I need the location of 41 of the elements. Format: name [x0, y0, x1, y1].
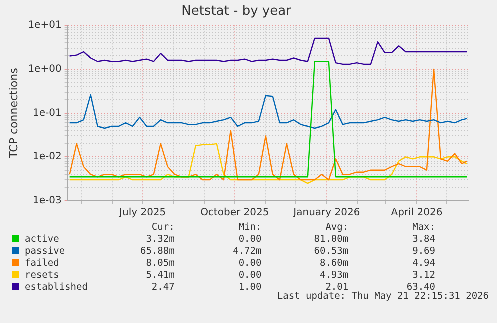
text: Last update: Thu May 21 22:15:31 2026	[277, 291, 489, 302]
legend-label: passive	[24, 246, 66, 258]
text: 0.00	[238, 234, 263, 246]
text: 1.00	[238, 282, 263, 294]
legend-label: failed	[24, 258, 60, 270]
y-tick-label: 1e+01	[28, 20, 62, 32]
text: 3.84	[412, 234, 436, 246]
text: 65.88m	[139, 246, 176, 258]
text: 0.00	[238, 258, 263, 270]
legend-label: established	[24, 282, 89, 294]
text: Max:	[412, 222, 436, 234]
y-tick-label: 1e-03	[32, 196, 62, 207]
text: 9.69	[412, 246, 436, 258]
x-tick-label: July 2025	[118, 208, 166, 219]
y-axis-title: TCP connections	[7, 68, 20, 160]
chart-title: Netstat - by year	[182, 4, 292, 20]
text: 8.60m	[318, 258, 350, 270]
legend-label: active	[24, 234, 60, 246]
text: 4.93m	[318, 270, 350, 282]
text: Avg:	[324, 222, 350, 234]
y-tick-label: 1e-01	[32, 108, 62, 119]
y-tick-label: 1e+00	[28, 64, 62, 76]
text: 4.94	[412, 258, 436, 270]
text: 3.32m	[145, 234, 176, 246]
text: 5.41m	[145, 270, 176, 282]
x-tick-label: April 2026	[391, 208, 443, 219]
text: 4.72m	[232, 246, 263, 258]
text: 63.40	[406, 282, 436, 293]
text: 2.01	[326, 282, 350, 293]
y-tick-label: 1e-02	[32, 152, 62, 163]
text: 8.05m	[145, 258, 176, 270]
text: 81.00m	[313, 234, 350, 246]
text: 60.53m	[313, 246, 350, 258]
legend-label: resets	[24, 270, 60, 282]
text: Cur:	[150, 222, 176, 234]
text: 0.00	[238, 270, 263, 282]
text: Min:	[238, 222, 263, 234]
text: 2.47	[150, 282, 176, 294]
text: 3.12	[412, 270, 436, 282]
x-tick-label: October 2025	[200, 208, 270, 219]
x-tick-label: January 2026	[292, 208, 360, 219]
